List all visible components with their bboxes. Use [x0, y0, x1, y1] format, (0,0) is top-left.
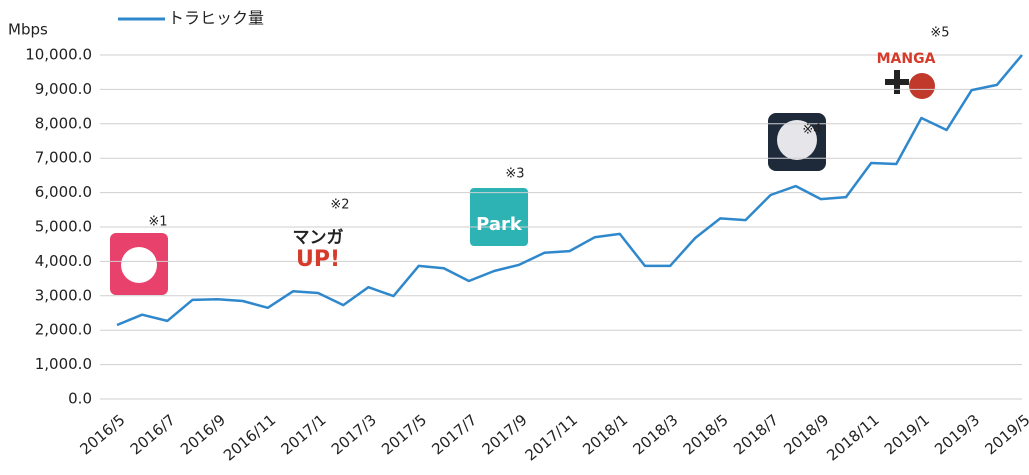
annotation: ※4	[802, 123, 821, 138]
x-tick-label: 2016/7	[127, 411, 179, 459]
x-tick-label: 2018/1	[579, 411, 631, 459]
logo-text: Park	[476, 214, 523, 235]
x-tick-label: 2017/5	[378, 411, 430, 459]
y-tick-label: 1,000.0	[35, 355, 92, 373]
x-tick-label: 2019/1	[881, 411, 933, 459]
x-tick-label: 2016/5	[76, 411, 128, 459]
x-tick-label: 2017/1	[278, 411, 330, 459]
y-tick-label: 0.0	[68, 390, 92, 408]
x-tick-label: 2017/3	[328, 411, 380, 459]
x-tick-label: 2017/11	[522, 411, 581, 465]
y-tick-label: 4,000.0	[35, 252, 92, 270]
y-tick-label: 2,000.0	[35, 321, 92, 339]
x-tick-label: 2018/5	[680, 411, 732, 459]
x-tick-label: 2018/7	[730, 411, 782, 459]
logo-text: MANGA	[877, 51, 936, 67]
y-tick-label: 9,000.0	[35, 80, 92, 98]
y-tick-label: 8,000.0	[35, 114, 92, 132]
y-axis-label: Mbps	[8, 21, 48, 39]
annotation: ※1	[148, 215, 167, 230]
app-icon-face	[121, 247, 157, 283]
annotation: ※3	[505, 167, 524, 182]
logo-text: UP!	[296, 247, 340, 272]
x-tick-label: 2018/11	[823, 411, 882, 465]
page: Mbps 0.0 1,000.0 2,000.0 3,000.0 4,000.0 5,00…	[0, 0, 1029, 475]
x-tick-label: 2019/5	[981, 411, 1029, 459]
x-tick-label: 2017/7	[428, 411, 480, 459]
chart: Mbps 0.0 1,000.0 2,000.0 3,000.0 4,000.0 5,00…	[0, 0, 1029, 475]
y-tick-label: 7,000.0	[35, 149, 92, 167]
logo-text: マンガ	[293, 228, 344, 248]
y-tick-label: 6,000.0	[35, 183, 92, 201]
x-tick-label: 2019/3	[931, 411, 983, 459]
annotation: ※5	[930, 26, 949, 41]
y-tick-label: 10,000.0	[25, 46, 92, 64]
annotation: ※2	[330, 198, 349, 213]
y-tick-label: 3,000.0	[35, 286, 92, 304]
x-tick-label: 2016/11	[220, 411, 279, 465]
logo-face	[909, 73, 935, 99]
x-tick-label: 2018/3	[630, 411, 682, 459]
legend-label: トラヒック量	[168, 9, 264, 28]
y-tick-label: 5,000.0	[35, 218, 92, 236]
